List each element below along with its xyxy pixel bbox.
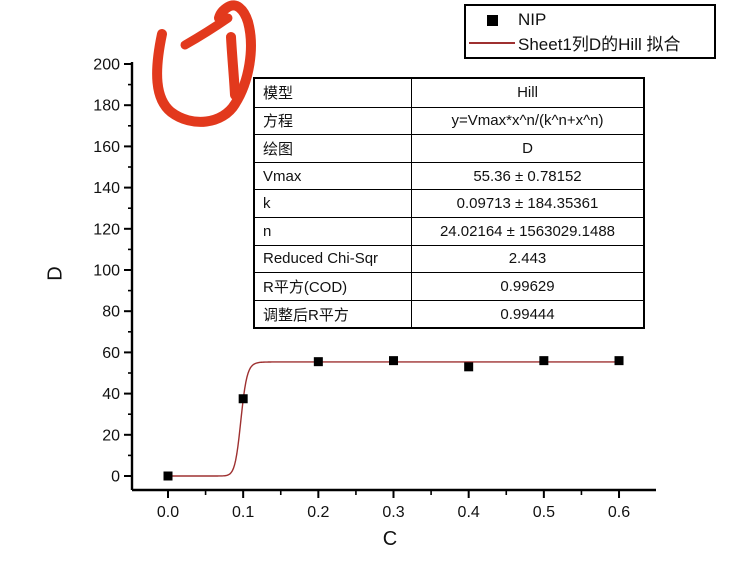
fit-table-row-label: Vmax xyxy=(255,161,412,190)
fit-table-row-label: k xyxy=(255,189,412,217)
legend: NIP Sheet1列D的Hill 拟合 xyxy=(464,4,716,59)
fit-table-row-label: 调整后R平方 xyxy=(255,299,412,328)
data-point-marker xyxy=(238,394,248,404)
fit-table-row-value: 2.443 xyxy=(412,244,643,273)
legend-entry-nip: NIP xyxy=(466,9,714,31)
hill-fit-curve xyxy=(168,361,620,477)
svg-text:80: 80 xyxy=(102,304,120,321)
data-points xyxy=(163,356,624,481)
svg-text:180: 180 xyxy=(93,98,120,115)
fit-table-row-label: R平方(COD) xyxy=(255,272,412,300)
fit-table-row-value: y=Vmax*x^n/(k^n+x^n) xyxy=(412,106,643,135)
data-point-marker xyxy=(464,362,474,372)
data-point-marker xyxy=(313,357,323,367)
data-point-marker xyxy=(539,356,549,366)
svg-text:0.0: 0.0 xyxy=(157,504,179,521)
x-axis-title: C xyxy=(382,528,398,550)
legend-label-nip: NIP xyxy=(518,10,547,30)
fit-table-row-value: 24.02164 ± 1563029.1488 xyxy=(412,216,643,245)
data-point-marker xyxy=(163,471,173,481)
y-axis-title: D xyxy=(44,266,67,281)
svg-text:20: 20 xyxy=(102,427,120,444)
svg-text:40: 40 xyxy=(102,386,120,403)
svg-text:0.1: 0.1 xyxy=(232,504,254,521)
data-point-marker xyxy=(614,356,624,366)
fit-table-row-value: Hill xyxy=(517,84,538,102)
svg-text:0.6: 0.6 xyxy=(608,504,630,521)
fit-table-row-value: 0.09713 ± 184.35361 xyxy=(412,189,643,217)
data-point-marker xyxy=(389,356,399,366)
svg-text:140: 140 xyxy=(93,180,120,197)
svg-text:160: 160 xyxy=(93,139,120,156)
square-marker-icon xyxy=(466,14,518,26)
fit-table-row-label: 模型 xyxy=(255,79,412,107)
fit-results-table: 模型 Hill 方程 y=Vmax*x^n/(k^n+x^n) 绘图 D Vmax 55.36… xyxy=(253,77,645,330)
fit-table-row-value: D xyxy=(412,134,643,162)
legend-entry-fit: Sheet1列D的Hill 拟合 xyxy=(466,32,714,54)
legend-label-fit: Sheet1列D的Hill 拟合 xyxy=(518,35,681,55)
fit-table-row-label: n xyxy=(255,216,412,245)
axis-tick-labels: 0 20 40 60 80 100 120 140 160 180 200 0.0 0.1 0.2 0.3 0… xyxy=(93,57,630,522)
fit-table-row-label: 绘图 xyxy=(255,134,412,162)
fit-table-row-value: 0.99444 xyxy=(412,299,643,328)
svg-text:0.4: 0.4 xyxy=(458,504,480,521)
svg-text:0: 0 xyxy=(111,469,120,486)
fit-table-row-label: Reduced Chi-Sqr xyxy=(255,244,412,273)
svg-text:0.5: 0.5 xyxy=(533,504,555,521)
svg-text:120: 120 xyxy=(93,221,120,238)
svg-text:60: 60 xyxy=(102,345,120,362)
fit-table-row-label: 方程 xyxy=(255,106,412,135)
svg-text:0.2: 0.2 xyxy=(307,504,329,521)
svg-text:100: 100 xyxy=(93,263,120,280)
axis-ticks xyxy=(124,63,621,498)
svg-text:200: 200 xyxy=(93,57,120,74)
svg-text:0.3: 0.3 xyxy=(382,504,404,521)
fit-table-row-value: 55.36 ± 0.78152 xyxy=(412,161,643,190)
fit-table-row-value: 0.99629 xyxy=(412,272,643,300)
line-marker-icon xyxy=(466,41,518,44)
